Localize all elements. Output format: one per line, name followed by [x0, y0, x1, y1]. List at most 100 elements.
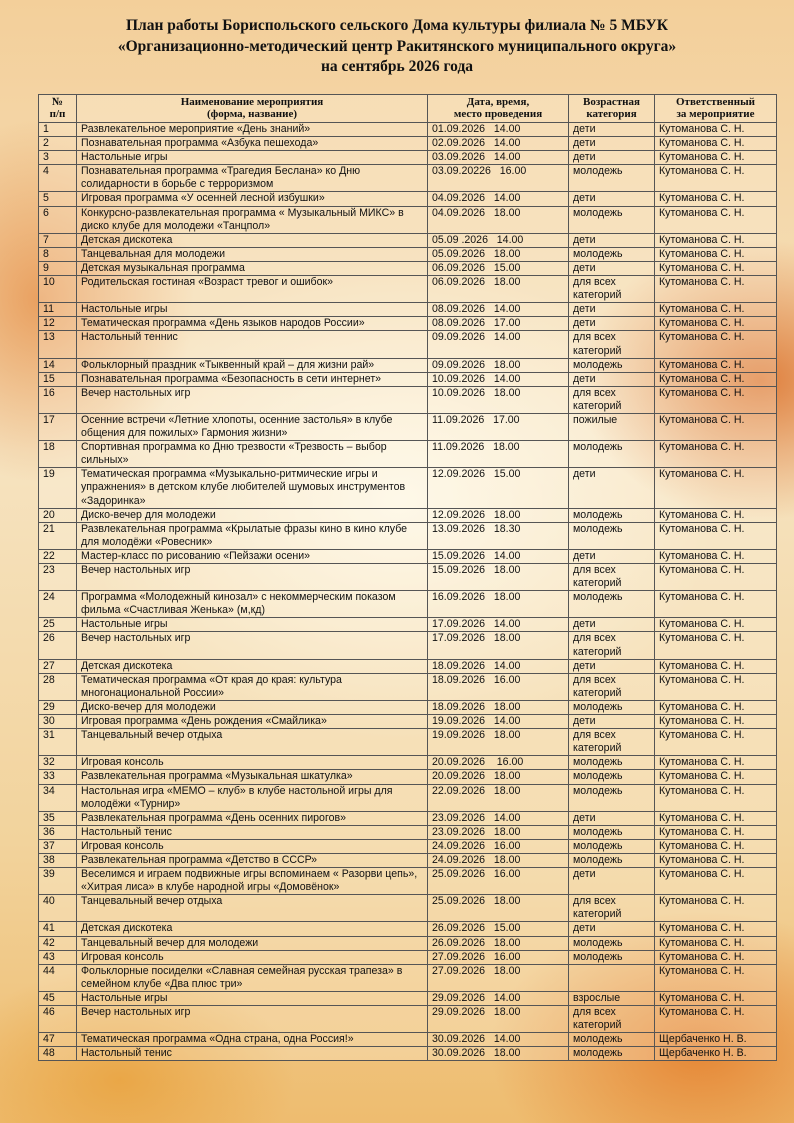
- table-row: 19 Тематическая программа «Музыкально-рит…: [38, 467, 777, 509]
- date-time: 11.09.2026 17.00: [427, 412, 569, 442]
- date-time: 12.09.2026 18.00: [427, 507, 569, 523]
- date-time: 29.09.2026 14.00: [427, 990, 569, 1007]
- age-category: молодежь: [568, 935, 655, 951]
- table-row: 36 Настольный тенис 23.09.2026 18.00 молоде…: [38, 824, 777, 840]
- event-name: Фольклорные посиделки «Славная семейная …: [76, 963, 428, 992]
- header-line: место проведения: [453, 108, 543, 120]
- column-header: Возрастная категория: [568, 94, 655, 123]
- table-row: 23 Вечер настольных игр 15.09.2026 18.00 дл…: [38, 562, 777, 592]
- age-category: для всех категорий: [568, 385, 655, 414]
- row-number: 3: [38, 150, 77, 166]
- event-name: Осенние встречи «Летние хлопоты, осенние…: [76, 412, 428, 442]
- date-time: 06.09.2026 18.00: [427, 275, 569, 304]
- responsible: Кутоманова С. Н.: [654, 205, 777, 234]
- responsible: Кутоманова С. Н.: [654, 150, 777, 166]
- date-time: 18.09.2026 18.00: [427, 699, 569, 716]
- table-row: 17 Осенние встречи «Летние хлопоты, осенн…: [38, 412, 777, 442]
- header-line: Наименование мероприятия: [180, 96, 324, 108]
- table-row: 5 Игровая программа «У осенней лесной изб…: [38, 191, 777, 207]
- row-number: 39: [38, 867, 77, 896]
- column-header: № п/п: [38, 94, 77, 123]
- row-number: 18: [38, 440, 77, 469]
- age-category: дети: [568, 867, 655, 896]
- date-time: 25.09.2026 18.00: [427, 894, 569, 923]
- row-number: 35: [38, 810, 77, 826]
- row-number: 34: [38, 783, 77, 812]
- responsible: Кутоманова С. Н.: [654, 385, 777, 414]
- event-name: Настольные игры: [76, 302, 428, 318]
- table-row: 7 Детская дискотека 05.09 .2026 14.00 дети К…: [38, 232, 777, 248]
- responsible: Кутоманова С. Н.: [654, 755, 777, 771]
- responsible: Кутоманова С. Н.: [654, 440, 777, 469]
- table-row: 10 Родительская гостиная «Возраст тревог …: [38, 275, 777, 304]
- table-row: 22 Мастер-класс по рисованию «Пейзажи осе…: [38, 548, 777, 565]
- row-number: 30: [38, 714, 77, 730]
- table-row: 32 Игровая консоль 20.09.2026 16.00 молодеж…: [38, 755, 777, 771]
- responsible: Кутоманова С. Н.: [654, 371, 777, 387]
- responsible: Кутоманова С. Н.: [654, 810, 777, 826]
- date-time: 08.09.2026 14.00: [427, 302, 569, 318]
- table-row: 12 Тематическая программа «День языков на…: [38, 316, 777, 332]
- date-time: 26.09.2026 18.00: [427, 935, 569, 951]
- table-row: 43 Игровая консоль 27.09.2026 16.00 молодеж…: [38, 949, 777, 965]
- column-header: Ответственный за мероприятие: [654, 94, 777, 123]
- row-number: 43: [38, 949, 77, 965]
- header-line: категория: [586, 108, 637, 120]
- table-row: 42 Танцевальный вечер для молодежи 26.09.2…: [38, 935, 777, 951]
- date-time: 18.09.2026 16.00: [427, 672, 569, 701]
- event-name: Развлекательная программа «День осенних …: [76, 810, 428, 826]
- age-category: молодежь: [568, 164, 655, 193]
- responsible: Кутоманова С. Н.: [654, 191, 777, 207]
- age-category: для всех категорий: [568, 631, 655, 660]
- event-name: Веселимся и играем подвижные игры вспоми…: [76, 867, 428, 896]
- table-row: 47 Тематическая программа «Одна страна, о…: [38, 1032, 777, 1048]
- table-row: 39 Веселимся и играем подвижные игры вспо…: [38, 867, 777, 896]
- responsible: Кутоманова С. Н.: [654, 824, 777, 840]
- age-category: молодежь: [568, 440, 655, 469]
- row-number: 28: [38, 672, 77, 701]
- event-name: Настольные игры: [76, 617, 428, 633]
- table-row: 2 Познавательная программа «Азбука пешехо…: [38, 136, 777, 152]
- event-name: Детская дискотека: [76, 658, 428, 674]
- date-time: 05.09 .2026 14.00: [427, 232, 569, 248]
- date-time: 22.09.2026 18.00: [427, 783, 569, 812]
- age-category: молодежь: [568, 1032, 655, 1048]
- date-time: 24.09.2026 16.00: [427, 838, 569, 854]
- row-number: 27: [38, 658, 77, 674]
- age-category: для всех категорий: [568, 728, 655, 757]
- age-category: для всех категорий: [568, 275, 655, 304]
- responsible: Кутоманова С. Н.: [654, 412, 777, 442]
- table-row: 30 Игровая программа «День рождения «Смай…: [38, 714, 777, 730]
- event-name: Тематическая программа «День языков наро…: [76, 316, 428, 332]
- event-name: Игровая программа «День рождения «Смайли…: [76, 714, 428, 730]
- date-time: 15.09.2026 14.00: [427, 548, 569, 565]
- age-category: дети: [568, 150, 655, 166]
- responsible: Кутоманова С. Н.: [654, 507, 777, 523]
- table-row: 1 Развлекательное мероприятие «День знани…: [38, 121, 777, 138]
- age-category: дети: [568, 658, 655, 674]
- age-category: дети: [568, 232, 655, 248]
- age-category: молодежь: [568, 838, 655, 854]
- age-category: для всех категорий: [568, 562, 655, 592]
- header-line: Ответственный: [675, 96, 756, 108]
- plan-table: № п/п Наименование мероприятия (форма, назв…: [38, 94, 777, 1062]
- responsible: Кутоманова С. Н.: [654, 260, 777, 277]
- responsible: Кутоманова С. Н.: [654, 357, 777, 373]
- event-name: Детская музыкальная программа: [76, 260, 428, 277]
- row-number: 38: [38, 852, 77, 869]
- event-name: Настольный тенис: [76, 1046, 428, 1062]
- age-category: дети: [568, 467, 655, 509]
- age-category: молодежь: [568, 205, 655, 234]
- event-name: Детская дискотека: [76, 232, 428, 248]
- event-name: Вечер настольных игр: [76, 562, 428, 592]
- event-name: Развлекательная программа «Музыкальная ш…: [76, 769, 428, 785]
- table-row: 14 Фольклорный праздник «Тыквенный край –…: [38, 357, 777, 373]
- title: План работы Бориспольского сельского Дом…: [0, 16, 794, 78]
- row-number: 44: [38, 963, 77, 992]
- table-row: 48 Настольный тенис 30.09.2026 18.00 молоде…: [38, 1046, 777, 1062]
- event-name: Вечер настольных игр: [76, 631, 428, 660]
- title-line: «Организационно-методический центр Ракит…: [117, 37, 677, 55]
- responsible: Кутоманова С. Н.: [654, 121, 777, 138]
- responsible: Кутоманова С. Н.: [654, 631, 777, 660]
